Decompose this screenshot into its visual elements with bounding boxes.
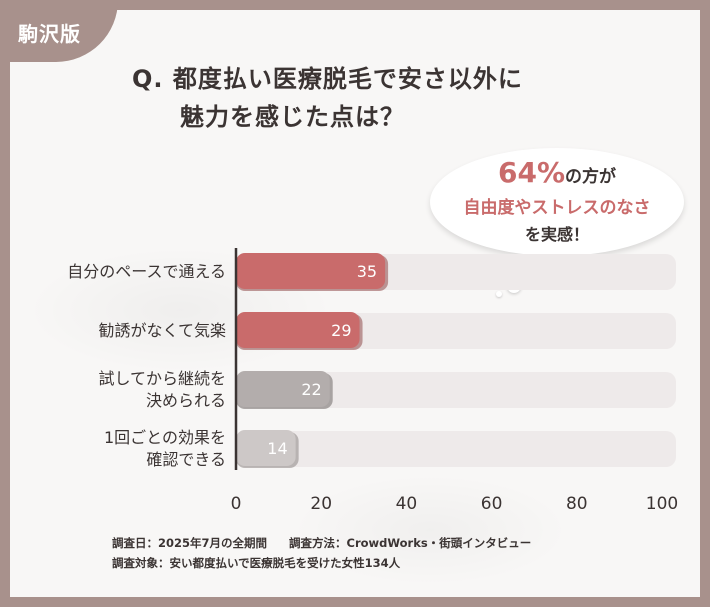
data-label: 29 [331, 321, 351, 340]
bar-track [236, 431, 676, 467]
survey-date: 調査日：2025年7月の全期間 [112, 536, 268, 550]
bar-track [236, 372, 676, 408]
bubble-text: 64%の方が 自由度やストレスのなさ を実感！ [430, 156, 684, 248]
bar [236, 312, 360, 348]
survey-footer: 調査日：2025年7月の全期間 調査方法：CrowdWorks・街頭インタビュー … [112, 533, 531, 573]
data-label: 14 [267, 439, 287, 458]
category-label: 決められる [146, 391, 226, 410]
x-tick-label: 20 [310, 494, 332, 514]
bar [236, 430, 296, 466]
bubble-dot-small [496, 291, 502, 297]
background-wash [10, 10, 700, 597]
x-tick-label: 100 [646, 494, 678, 514]
category-label: 勧誘がなくて気楽 [98, 321, 226, 340]
category-label: 確認できる [146, 450, 226, 469]
badge-label: 駒沢版 [18, 22, 81, 46]
bubble-line-2: 自由度やストレスのなさ [463, 198, 651, 218]
data-label: 22 [301, 380, 321, 399]
infographic-card [10, 10, 700, 597]
title-line-2: 魅力を感じた点は？ [180, 103, 405, 131]
x-tick-label: 60 [481, 494, 503, 514]
bar [236, 371, 330, 407]
bubble-percent: 64% [497, 156, 566, 189]
x-tick-label: 40 [396, 494, 418, 514]
category-label: 試してから継続を [98, 369, 226, 388]
bar [236, 253, 386, 289]
bubble-line-3: を実感！ [524, 225, 589, 244]
x-tick-label: 0 [231, 494, 242, 514]
page-title: Q. 都度払い医療脱毛で安さ以外に 魅力を感じた点は？ [132, 60, 672, 136]
survey-method: 調査方法：CrowdWorks・街頭インタビュー [289, 536, 532, 550]
category-label: 自分のペースで通える [67, 262, 226, 281]
data-label: 35 [357, 262, 377, 281]
x-tick-label: 80 [566, 494, 588, 514]
bubble-line-1-suffix: の方が [565, 167, 617, 187]
title-line-1: Q. 都度払い医療脱毛で安さ以外に [132, 65, 523, 93]
survey-target: 調査対象：安い都度払いで医療脱毛を受けた女性134人 [112, 556, 401, 570]
category-label: 1回ごとの効果を [104, 428, 226, 447]
